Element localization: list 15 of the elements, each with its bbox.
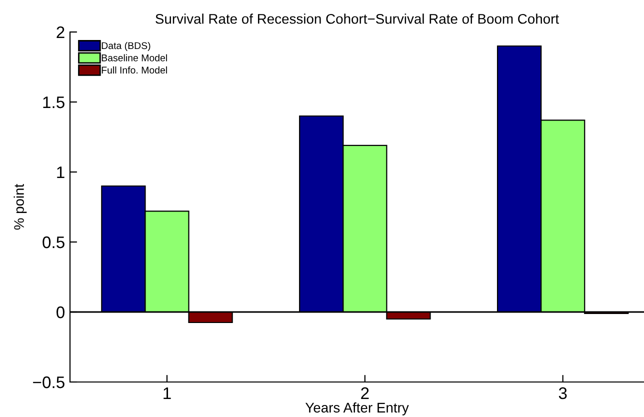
legend-label: Baseline Model	[102, 54, 167, 62]
x-tick-label: 2	[361, 387, 369, 399]
x-axis-title: Years After Entry	[305, 402, 409, 416]
y-axis-title: % point	[14, 184, 27, 230]
y-tick-label: 1.5	[43, 96, 64, 108]
y-tick-label: 1	[57, 166, 64, 178]
y-tick-label: 2	[56, 26, 64, 38]
legend-label: Data (BDS)	[102, 42, 150, 52]
y-tick-label: 0	[56, 306, 64, 318]
x-tick-label: 3	[558, 387, 567, 400]
x-tick-label: 1	[164, 387, 171, 399]
y-tick-label: −0.5	[33, 376, 64, 388]
legend-label: Full Info. Model	[102, 66, 167, 74]
y-tick-label: 0.5	[42, 236, 64, 248]
chart-title: Survival Rate of Recession Cohort−Survival Rate of Boom Cohort	[156, 14, 559, 24]
